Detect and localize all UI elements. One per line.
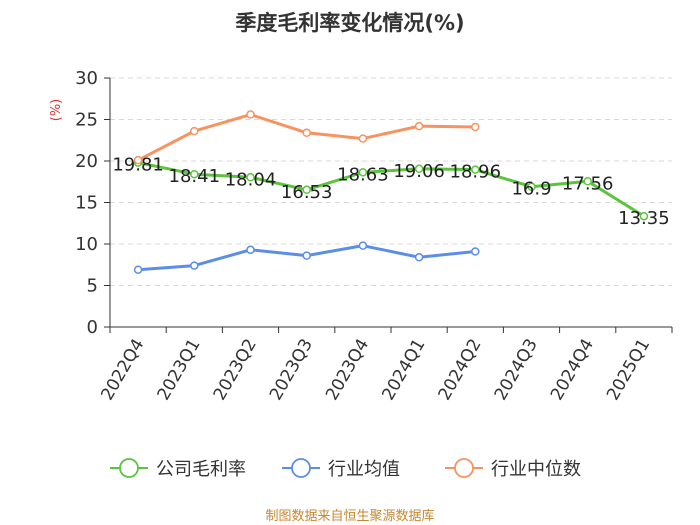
data-point bbox=[358, 134, 368, 143]
series-line bbox=[137, 113, 476, 162]
legend-marker bbox=[454, 458, 474, 478]
data-point bbox=[133, 265, 143, 274]
x-tick-label: 2023Q2 bbox=[210, 336, 261, 404]
x-tick-label: 2023Q3 bbox=[266, 336, 317, 404]
data-point bbox=[583, 177, 592, 186]
y-tick-label: 30 bbox=[75, 68, 98, 89]
x-tick-label: 2025Q1 bbox=[603, 336, 654, 404]
x-tick-label: 2024Q4 bbox=[547, 336, 598, 404]
data-point bbox=[471, 165, 480, 174]
x-tick-labels: 2022Q4 2023Q1 2023Q2 2023Q3 2023Q4 2024Q1 2024… bbox=[97, 336, 654, 404]
data-point bbox=[302, 251, 311, 260]
x-tick-label: 2024Q2 bbox=[435, 336, 486, 404]
data-point bbox=[414, 164, 424, 174]
axes bbox=[104, 77, 673, 333]
y-tick-label: 25 bbox=[75, 110, 98, 131]
data-point bbox=[358, 241, 368, 250]
y-tick-labels: 0 5 10 15 20 25 30 bbox=[75, 68, 98, 338]
y-tick-label: 15 bbox=[75, 193, 98, 214]
legend-marker bbox=[119, 458, 139, 478]
x-tick-label: 2024Q3 bbox=[491, 336, 542, 404]
series-group bbox=[133, 110, 649, 274]
data-point bbox=[639, 211, 649, 221]
grid-lines bbox=[110, 77, 672, 286]
data-label: 18.96 bbox=[450, 162, 502, 183]
y-tick-label: 5 bbox=[87, 276, 98, 297]
data-point bbox=[246, 245, 255, 255]
x-tick-label: 2023Q4 bbox=[322, 336, 373, 404]
y-tick-label: 0 bbox=[87, 317, 98, 338]
data-point bbox=[302, 128, 311, 138]
legend-label: 行业中位数 bbox=[491, 459, 581, 480]
x-tick-label: 2024Q1 bbox=[378, 336, 429, 404]
y-axis-label: (%) bbox=[49, 99, 64, 122]
data-point bbox=[527, 182, 536, 191]
source-note: 制图数据来自恒生聚源数据库 bbox=[265, 508, 434, 524]
data-label: 18.04 bbox=[225, 169, 277, 190]
y-tick-label: 20 bbox=[75, 151, 98, 172]
data-point bbox=[302, 185, 311, 195]
data-point bbox=[190, 169, 199, 179]
legend-marker bbox=[291, 458, 311, 478]
legend: 公司毛利率 行业均值 行业中位数 bbox=[110, 458, 581, 480]
y-tick-label: 10 bbox=[75, 234, 98, 255]
x-tick-label: 2023Q1 bbox=[154, 336, 205, 404]
data-point bbox=[190, 126, 199, 136]
data-point bbox=[471, 122, 480, 132]
data-point bbox=[414, 253, 424, 262]
data-point bbox=[414, 121, 424, 131]
series-line bbox=[137, 161, 645, 218]
x-tick-label: 2022Q4 bbox=[97, 336, 148, 404]
data-point bbox=[246, 173, 255, 182]
legend-label: 公司毛利率 bbox=[156, 459, 246, 480]
data-label: 18.63 bbox=[337, 164, 389, 185]
data-point bbox=[471, 247, 480, 256]
data-label: 19.06 bbox=[393, 161, 445, 182]
data-point bbox=[358, 168, 368, 177]
data-label: 13.35 bbox=[618, 208, 670, 229]
data-point bbox=[190, 261, 199, 270]
data-point bbox=[246, 110, 255, 119]
legend-label: 行业均值 bbox=[328, 459, 400, 480]
data-label: 16.53 bbox=[281, 182, 333, 203]
chart-title: 季度毛利率变化情况(%) bbox=[235, 11, 464, 35]
data-label: 17.56 bbox=[562, 173, 614, 194]
data-label: 18.41 bbox=[169, 166, 221, 187]
data-label: 16.9 bbox=[511, 179, 551, 200]
data-point bbox=[133, 155, 143, 165]
data-label: 19.81 bbox=[112, 155, 164, 176]
